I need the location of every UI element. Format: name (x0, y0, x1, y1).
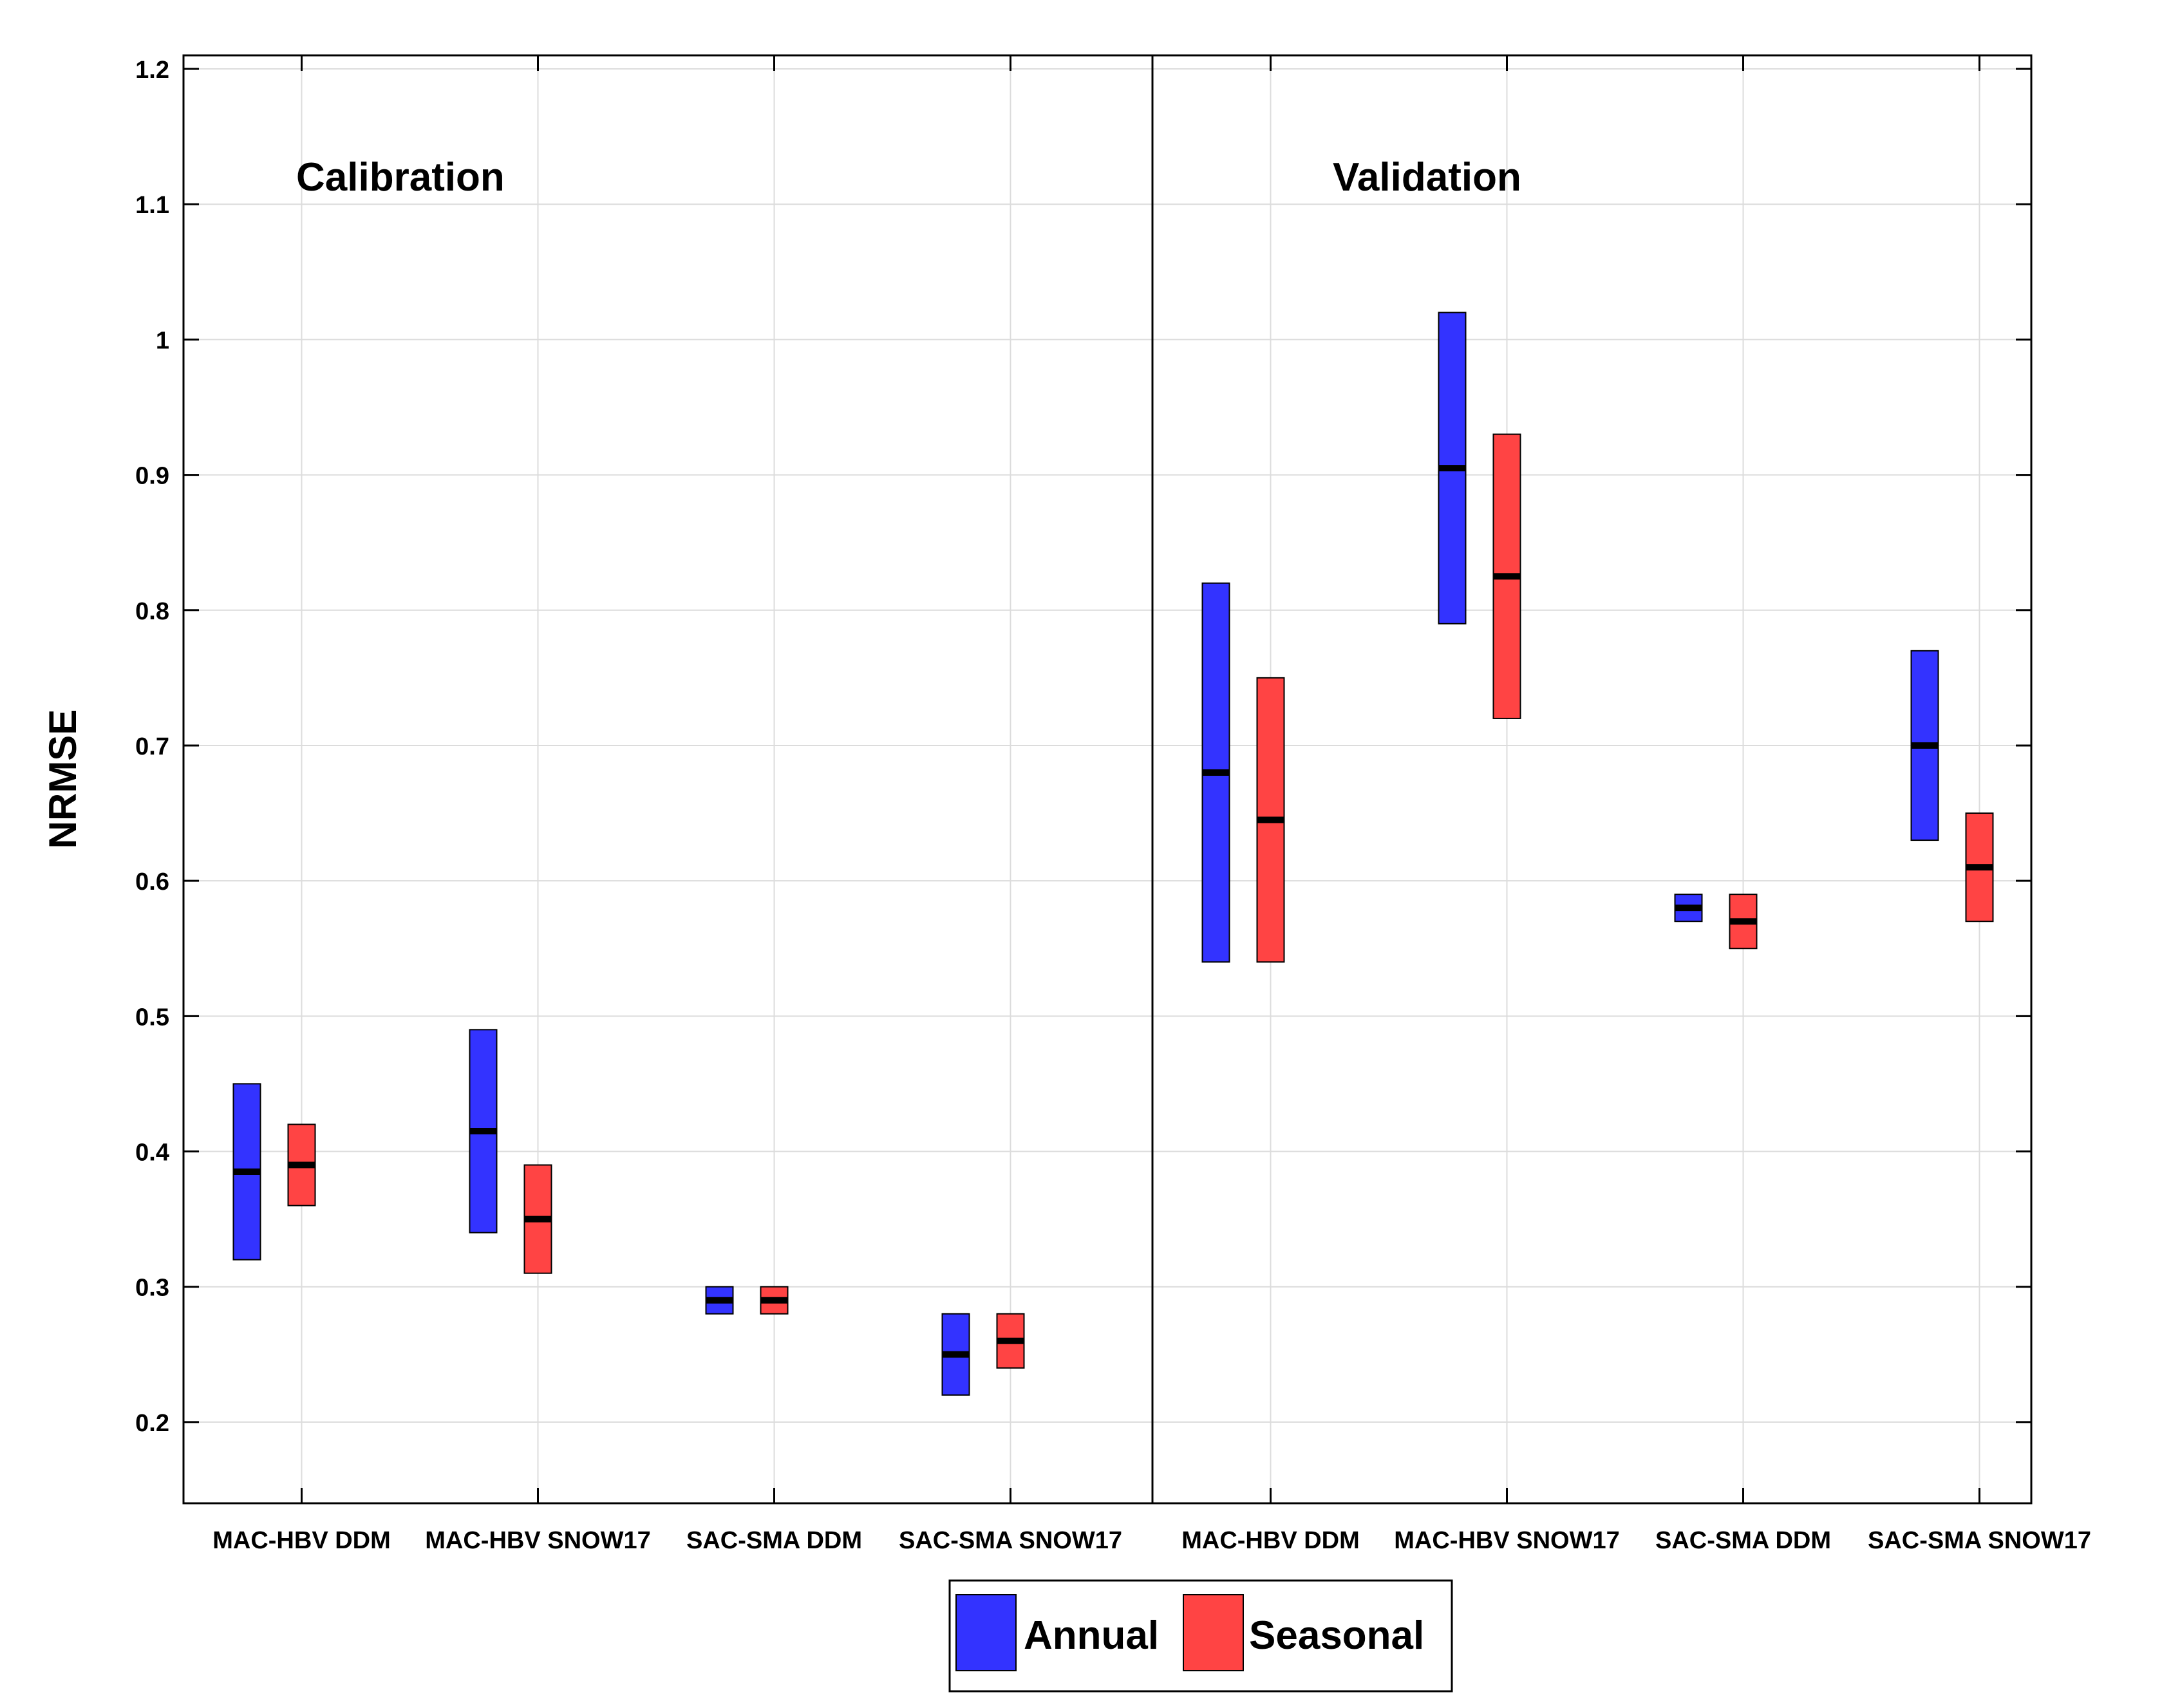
y-tick-label: 0.5 (135, 1004, 169, 1031)
y-tick-label: 0.6 (135, 868, 169, 896)
x-tick-labels: MAC-HBV DDM MAC-HBV SNOW17 SAC-SMA DDM SAC-… (212, 1527, 2091, 1554)
y-axis-label: NRMSE (41, 709, 84, 849)
seasonal-legend-label: Seasonal (1249, 1613, 1424, 1658)
legend: Annual Seasonal (948, 1579, 1453, 1693)
bars (232, 312, 1994, 1396)
x-tick-label: MAC-HBV SNOW17 (425, 1527, 650, 1554)
panel-title: Validation (1333, 155, 1521, 200)
y-tick-label: 0.2 (135, 1410, 169, 1437)
y-tick-label: 0.9 (135, 463, 169, 490)
y-tick-label: 1.1 (135, 192, 169, 219)
gridlines (183, 55, 2031, 1503)
y-tick-label: 0.4 (135, 1140, 169, 1167)
y-tick-label: 0.8 (135, 598, 169, 625)
x-tick-label: SAC-SMA SNOW17 (899, 1527, 1122, 1554)
annual-legend-label: Annual (1024, 1613, 1159, 1658)
y-tick-label: 0.7 (135, 733, 169, 760)
y-tick-label: 1 (156, 327, 169, 354)
plot-frame (182, 54, 2033, 1505)
x-tick-label: MAC-HBV DDM (212, 1527, 391, 1554)
panel-title: Calibration (296, 155, 505, 200)
panel-titles: Calibration Validation (296, 155, 1521, 200)
plot-border (182, 54, 2033, 1505)
x-tick-label: SAC-SMA DDM (686, 1527, 862, 1554)
x-tick-label: MAC-HBV DDM (1181, 1527, 1360, 1554)
x-tick-label: MAC-HBV SNOW17 (1394, 1527, 1619, 1554)
seasonal-legend-swatch (1183, 1594, 1244, 1671)
x-tick-label: SAC-SMA DDM (1655, 1527, 1831, 1554)
y-tick-label: 1.2 (135, 57, 169, 84)
y-ticks: 0.2 0.3 0.4 0.5 0.6 0.7 0.8 0.9 1 1.1 1.2 (135, 55, 2031, 1503)
x-tick-label: SAC-SMA SNOW17 (1868, 1527, 2091, 1554)
y-tick-label: 0.3 (135, 1275, 169, 1302)
annual-legend-swatch (955, 1594, 1017, 1671)
